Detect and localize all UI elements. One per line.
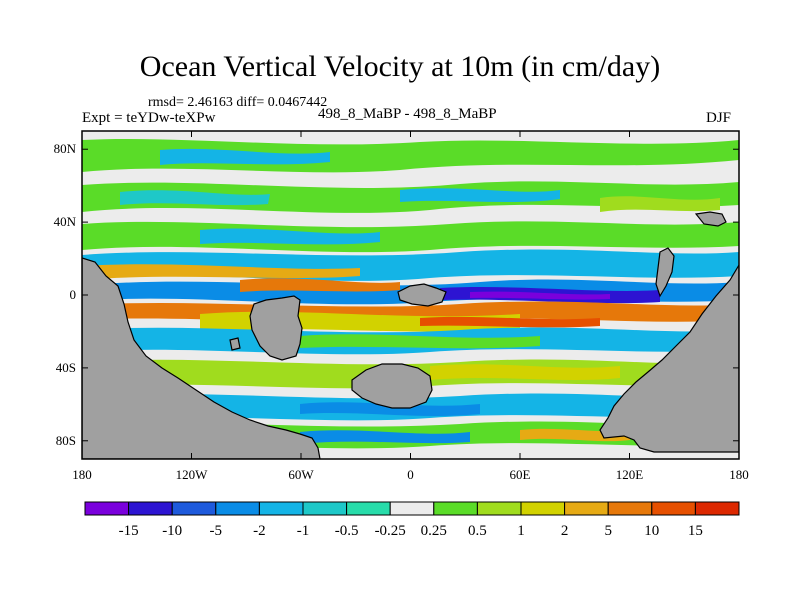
- colorbar-swatch: [476, 501, 522, 516]
- colorbar-swatch: [258, 501, 304, 516]
- x-tick-label: 120E: [616, 467, 644, 482]
- colorbar-swatch: [346, 501, 391, 516]
- velocity-contour-fills: [82, 138, 739, 449]
- colorbar-label: 1: [517, 523, 525, 539]
- x-tick-label: 60W: [288, 467, 314, 482]
- colorbar-swatch: [302, 501, 348, 516]
- contour-fill: [120, 190, 270, 206]
- contour-fill: [300, 402, 480, 416]
- land-northern-islet: [694, 211, 727, 227]
- plot-title: Ocean Vertical Velocity at 10m (in cm/da…: [139, 50, 661, 83]
- colorbar-swatch: [215, 501, 260, 516]
- x-tick-label: 120W: [176, 467, 209, 482]
- colorbar-swatch: [651, 501, 696, 516]
- colorbar: -15 -10 -5 -2 -1 -0.5 -0.25 0.25 0.5 1 2 5 10 15: [84, 501, 740, 539]
- contour-fill: [240, 278, 400, 292]
- contour-fill: [82, 138, 739, 173]
- contour-fill: [470, 291, 610, 300]
- land-southern-island: [351, 363, 433, 409]
- colorbar-label: 5: [604, 523, 612, 539]
- contour-fill: [420, 316, 600, 328]
- colorbar-swatch: [171, 501, 217, 516]
- land-equatorial-islet: [397, 283, 447, 307]
- colorbar-swatch: [389, 501, 435, 516]
- land-masses: [82, 211, 739, 459]
- rmsd-diff-stats: rmsd= 2.46163 diff= 0.0467442: [148, 95, 328, 110]
- y-tick-label: 80S: [56, 433, 76, 448]
- run-ids-label: 498_8_MaBP - 498_8_MaBP: [318, 106, 497, 122]
- land-small-islet: [229, 337, 241, 351]
- contour-fill: [300, 430, 470, 444]
- x-axis: 180 120W 60W 0 60E 120E 180: [72, 131, 749, 482]
- colorbar-label: -15: [119, 523, 139, 539]
- colorbar-swatch: [694, 501, 740, 516]
- contour-fill: [200, 228, 380, 245]
- map-panel: [82, 131, 739, 459]
- y-axis: 80N 40N 0 40S 80S: [54, 141, 739, 448]
- contour-fill: [160, 148, 330, 165]
- land-eastern-islet: [655, 247, 675, 298]
- y-tick-label: 80N: [54, 141, 77, 156]
- season-label: DJF: [706, 110, 732, 126]
- colorbar-label: -1: [297, 523, 310, 539]
- y-tick-label: 40S: [56, 360, 76, 375]
- colorbar-swatch: [564, 501, 609, 516]
- land-eastern-continent: [599, 263, 739, 453]
- colorbar-label: 0.25: [421, 523, 447, 539]
- colorbar-swatch: [520, 501, 566, 516]
- colorbar-label: 2: [561, 523, 569, 539]
- colorbar-label: 10: [644, 523, 659, 539]
- contour-fill: [400, 188, 560, 202]
- contour-fill: [82, 264, 360, 280]
- colorbar-label: -10: [162, 523, 182, 539]
- y-tick-label: 0: [70, 287, 77, 302]
- colorbar-label: -0.5: [335, 523, 359, 539]
- experiment-label: Expt = teYDw-teXPw: [82, 110, 216, 126]
- colorbar-label: -5: [210, 523, 223, 539]
- y-tick-label: 40N: [54, 214, 77, 229]
- colorbar-label: -0.25: [375, 523, 406, 539]
- colorbar-swatch: [433, 501, 478, 516]
- colorbar-label: 0.5: [468, 523, 487, 539]
- x-tick-label: 180: [72, 467, 92, 482]
- colorbar-swatch: [84, 501, 130, 516]
- colorbar-label: -2: [253, 523, 266, 539]
- contour-fill: [430, 364, 620, 380]
- colorbar-label: 15: [688, 523, 703, 539]
- land-western-continent: [82, 257, 321, 459]
- x-tick-label: 180: [729, 467, 749, 482]
- colorbar-swatch: [128, 501, 173, 516]
- x-tick-label: 60E: [510, 467, 531, 482]
- colorbar-swatch: [607, 501, 653, 516]
- land-central-island: [249, 295, 303, 361]
- contour-fill: [300, 334, 540, 349]
- contour-fill: [600, 196, 720, 212]
- x-tick-label: 0: [407, 467, 414, 482]
